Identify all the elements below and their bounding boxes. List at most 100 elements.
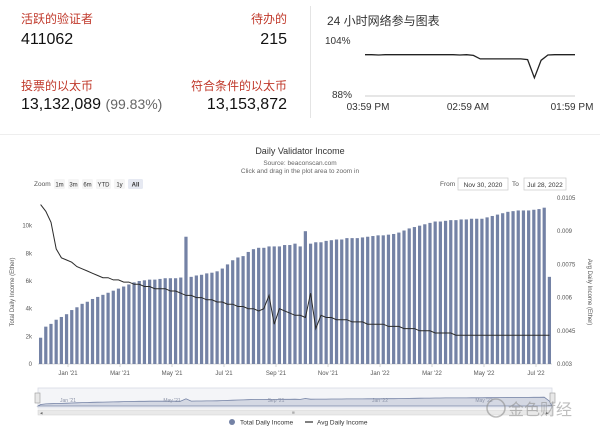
income-bar — [412, 227, 417, 364]
income-bar — [241, 256, 245, 364]
scrollbar-left-arrow-icon[interactable]: ◂ — [40, 411, 43, 417]
from-label: From — [440, 181, 455, 188]
zoom-button-bg — [128, 179, 143, 189]
income-bar — [532, 209, 536, 364]
income-bar — [381, 235, 385, 364]
income-bar — [231, 260, 235, 364]
income-bar — [521, 210, 526, 364]
legend-total-label: Total Daily Income — [240, 420, 293, 427]
income-bar — [475, 218, 479, 364]
navigator-handle-right[interactable] — [549, 392, 556, 404]
participation-x-label-2: 02:59 AM — [447, 102, 489, 113]
income-bar — [303, 231, 307, 364]
income-bar — [246, 251, 250, 364]
income-bar — [324, 240, 328, 364]
zoom-button-label: All — [132, 183, 140, 189]
x-tick-label: Jul '21 — [215, 371, 233, 377]
income-bar — [469, 218, 474, 364]
income-bar — [199, 274, 204, 364]
staked-ether-value: 13,132,089 (99.83%) — [21, 96, 162, 114]
income-bar — [490, 215, 494, 364]
income-bar — [44, 326, 48, 364]
watermark: 金色财经 — [486, 398, 572, 419]
income-bar — [288, 245, 292, 364]
x-tick-label: Jul '22 — [527, 371, 545, 377]
zoom-button-ytd[interactable]: YTD — [96, 179, 111, 189]
navigator-handle-left[interactable] — [34, 392, 41, 404]
income-bar — [350, 238, 354, 364]
zoom-button-1y[interactable]: 1y — [114, 179, 125, 189]
zoom-button-6m[interactable]: 6m — [82, 179, 93, 189]
staked-ether-percent: (99.83%) — [105, 96, 163, 112]
from-date-input[interactable] — [457, 177, 509, 191]
zoom-label: Zoom — [34, 181, 51, 188]
zoom-button-label: 1y — [116, 183, 122, 189]
income-bar — [407, 228, 411, 364]
income-bar — [527, 210, 531, 364]
zoom-button-label: 6m — [83, 183, 91, 189]
income-bar — [59, 316, 63, 364]
income-bar — [449, 220, 453, 364]
income-bar — [283, 245, 287, 364]
zoom-button-all[interactable]: All — [128, 179, 143, 189]
participation-chart: 104% 88% 03:59 PM 02:59 AM 01:59 PM — [325, 36, 593, 113]
income-bar — [257, 247, 261, 364]
legend-item-total[interactable]: Total Daily Income — [229, 419, 293, 427]
income-bar — [542, 207, 546, 364]
daily-income-chart[interactable]: Daily Validator Income Source: beaconsca… — [0, 136, 600, 436]
chart-legend: Total Daily Income Avg Daily Income — [229, 419, 368, 427]
section-divider — [0, 134, 600, 135]
income-bar — [80, 303, 84, 364]
legend-bar-swatch-icon — [229, 419, 235, 425]
to-date-value: Jul 28, 2022 — [527, 182, 563, 189]
income-bar — [64, 314, 69, 364]
income-bar — [423, 224, 427, 364]
income-bar — [485, 217, 489, 364]
navigator-scrollbar[interactable] — [37, 409, 553, 416]
x-tick-label: Jan '21 — [58, 371, 78, 377]
y-tick-label: 10k — [22, 224, 33, 230]
eligible-ether-label: 符合条件的以太币 — [190, 79, 287, 93]
income-bar — [506, 211, 510, 364]
navigator-label: May '21 — [163, 398, 181, 404]
income-bar — [220, 268, 224, 364]
zoom-button-3m[interactable]: 3m — [68, 179, 79, 189]
y-axis-right: 0.003 0.0045 0.006 0.0075 0.009 0.0105 — [557, 196, 576, 368]
income-bar — [101, 294, 105, 364]
income-bar — [168, 278, 172, 364]
eligible-ether-value: 13,153,872 — [206, 96, 287, 113]
legend-item-avg[interactable]: Avg Daily Income — [305, 420, 368, 427]
x-tick-label: Mar '22 — [422, 371, 442, 377]
navigator-line — [36, 396, 553, 407]
income-bar — [111, 290, 115, 364]
income-bar — [314, 242, 318, 364]
to-label: To — [512, 181, 519, 188]
navigator[interactable]: Jan '21 May '21 Sep '21 Jan '22 May '22 ◂ ≡ … — [34, 387, 556, 417]
income-bar — [142, 280, 147, 364]
legend-avg-label: Avg Daily Income — [317, 420, 368, 427]
from-date-value: Nov 30, 2020 — [464, 182, 503, 189]
zoom-button-bg — [68, 179, 79, 189]
income-bar — [433, 221, 437, 364]
y2-tick-label: 0.006 — [557, 296, 573, 302]
staked-ether-amount: 13,132,089 — [21, 96, 102, 113]
income-bar — [251, 249, 256, 364]
to-date-input[interactable] — [523, 177, 567, 191]
zoom-button-1m[interactable]: 1m — [54, 179, 65, 189]
chart-title: Daily Validator Income — [255, 146, 344, 156]
scrollbar-right-arrow-icon[interactable]: ▸ — [546, 411, 549, 417]
zoom-button-label: YTD — [98, 183, 111, 189]
income-bar — [438, 221, 442, 364]
income-bar — [537, 209, 541, 364]
income-bar — [329, 240, 333, 364]
income-bar — [236, 257, 240, 364]
income-bar — [459, 219, 463, 364]
x-tick-label: Sep '21 — [266, 371, 287, 377]
x-tick-label: May '22 — [474, 371, 495, 377]
income-bar — [85, 301, 89, 364]
y-axis-right-title: Avg Daily Income (Ether) — [586, 259, 592, 326]
zoom-button-bg — [82, 179, 93, 189]
x-tick-label: Nov '21 — [318, 371, 339, 377]
income-bar — [96, 296, 100, 364]
income-bar — [428, 222, 432, 364]
